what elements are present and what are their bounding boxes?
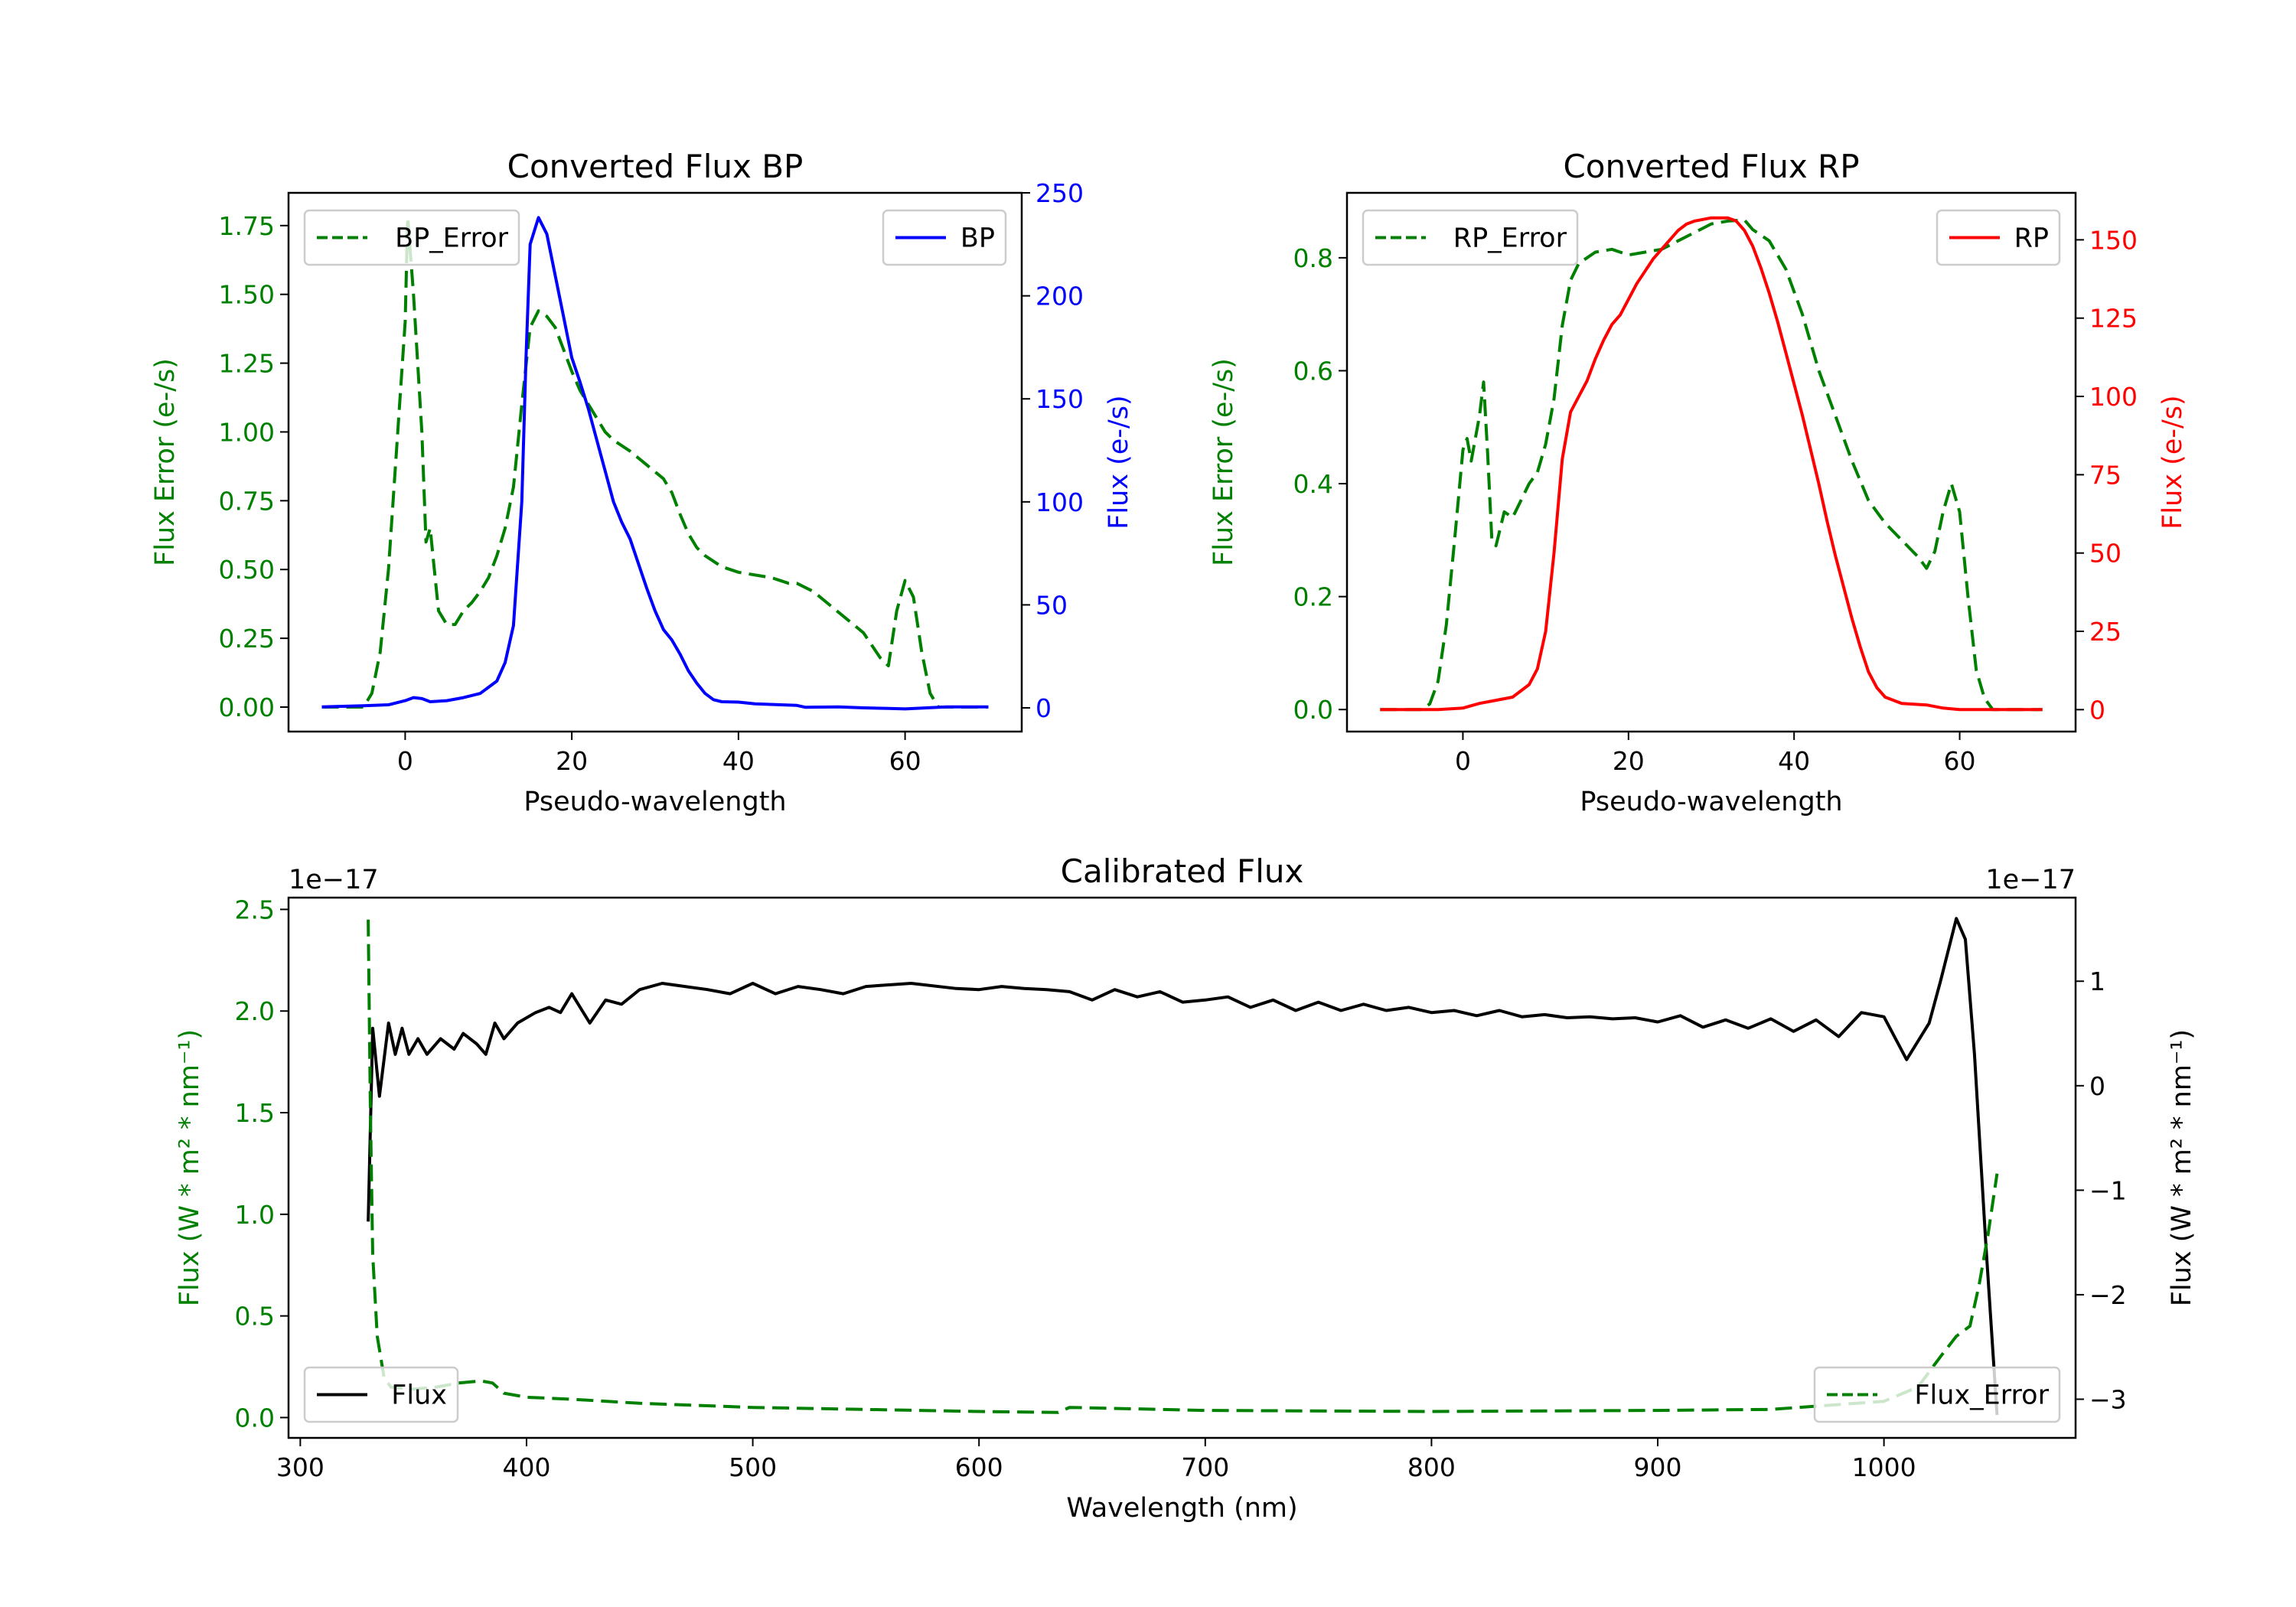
- left-y-axis-label: Flux Error (e-/s): [1208, 358, 1239, 566]
- right-y-tick-label: 0: [2089, 1071, 2105, 1101]
- right-y-tick-label: 75: [2089, 460, 2122, 490]
- x-tick-label: 40: [1778, 746, 1810, 776]
- x-tick-label: 500: [729, 1452, 777, 1482]
- left-y-tick-label: 0.50: [219, 555, 275, 585]
- legend-box: [1362, 209, 1579, 266]
- series-line-bp: [321, 216, 989, 711]
- legend-label: Flux: [391, 1380, 447, 1411]
- left-y-tick-label: 0.5: [235, 1302, 275, 1332]
- x-axis-label: Wavelength (nm): [1066, 1493, 1297, 1524]
- left-y-tick-label: 0.75: [219, 486, 275, 516]
- x-tick-label: 60: [889, 746, 921, 776]
- left-y-tick-label: 0.8: [1293, 243, 1333, 273]
- left-y-tick-label: 1.75: [219, 211, 275, 241]
- legend-box: [303, 1366, 459, 1423]
- x-tick-label: 0: [397, 746, 413, 776]
- x-tick-label: 20: [1613, 746, 1645, 776]
- x-tick-label: 900: [1634, 1452, 1682, 1482]
- right-y-tick-label: 250: [1035, 178, 1084, 208]
- chart-title: Calibrated Flux: [1061, 852, 1304, 890]
- axes-frame: [287, 896, 2077, 1439]
- right-offset-text: 1e−17: [1985, 865, 2076, 895]
- x-tick-label: 60: [1944, 746, 1976, 776]
- x-tick-label: 0: [1455, 746, 1471, 776]
- right-y-tick-label: 150: [2089, 225, 2138, 255]
- x-tick-label: 600: [955, 1452, 1003, 1482]
- left-y-tick-label: 0.0: [235, 1403, 275, 1433]
- legend-label: BP: [960, 223, 995, 254]
- right-y-tick-label: 50: [2089, 539, 2122, 569]
- series-line-rp-error: [1380, 218, 2043, 712]
- left-y-tick-label: 2.0: [235, 996, 275, 1026]
- right-y-tick-label: 200: [1035, 282, 1084, 311]
- left-y-tick-label: 2.5: [235, 895, 275, 924]
- right-y-tick-label: 0: [2089, 695, 2105, 725]
- right-y-tick-label: 100: [1035, 487, 1084, 517]
- left-y-tick-label: 1.0: [235, 1200, 275, 1230]
- legend-rp-error: RP_Error: [1362, 209, 1579, 266]
- axes-frame: [287, 191, 1023, 733]
- left-y-tick-label: 0.6: [1293, 356, 1333, 386]
- series-group: [1380, 216, 2043, 712]
- right-y-tick-label: 150: [1035, 384, 1084, 414]
- series-line-rp: [1380, 216, 2043, 712]
- right-y-tick-label: −1: [2089, 1175, 2127, 1205]
- x-tick-label: 400: [502, 1452, 550, 1482]
- panel-0: 0 20 40 60 0.00 0.25 0.50 0.75 1.00 1.25 1.50 1.75 0…: [150, 148, 1134, 817]
- left-y-tick-label: 1.00: [219, 417, 275, 447]
- series-group: [321, 216, 989, 711]
- legend-label: BP_Error: [395, 223, 509, 254]
- x-tick-label: 20: [556, 746, 588, 776]
- right-y-axis-label: Flux (W * m² * nm⁻¹): [2167, 1029, 2197, 1306]
- panel-2: 300 400 500 600 700 800 900 1000 0.0 0.5 1.0 1.5 2.0…: [174, 852, 2197, 1524]
- right-y-tick-label: 125: [2089, 304, 2138, 334]
- right-y-tick-label: 100: [2089, 382, 2138, 412]
- right-y-tick-label: 1: [2089, 966, 2105, 996]
- axes-frame: [1345, 191, 2077, 733]
- legend-flux: Flux: [303, 1366, 459, 1423]
- legend-label: RP: [2014, 223, 2049, 254]
- left-y-tick-label: 0.25: [219, 624, 275, 654]
- right-y-axis-label: Flux (e-/s): [1104, 395, 1134, 529]
- left-y-tick-label: 0.4: [1293, 469, 1333, 499]
- x-tick-label: 40: [722, 746, 755, 776]
- right-y-tick-label: 0: [1035, 693, 1052, 723]
- legend-label: Flux_Error: [1914, 1380, 2049, 1411]
- legend-flux-error: Flux_Error: [1813, 1366, 2061, 1423]
- chart-title: Converted Flux BP: [507, 148, 804, 185]
- panel-1: 0 20 40 60 0.0 0.2 0.4 0.6 0.8 0 25 50 75 100 125 150 Co…: [1208, 148, 2188, 817]
- x-tick-label: 300: [276, 1452, 325, 1482]
- left-y-axis-label: Flux (W * m² * nm⁻¹): [174, 1029, 205, 1306]
- legend-box: [303, 209, 520, 266]
- right-y-tick-label: 25: [2089, 617, 2122, 647]
- x-tick-label: 700: [1181, 1452, 1229, 1482]
- left-y-tick-label: 0.00: [219, 693, 275, 722]
- legend-bp: BP: [882, 209, 1007, 266]
- legend-bp-error: BP_Error: [303, 209, 520, 266]
- left-y-tick-label: 1.5: [235, 1098, 275, 1128]
- left-y-tick-label: 1.50: [219, 280, 275, 310]
- series-line-flux: [367, 917, 1999, 1416]
- legend-box: [1813, 1366, 2061, 1423]
- left-y-tick-label: 1.25: [219, 349, 275, 379]
- x-axis-label: Pseudo-wavelength: [523, 787, 786, 817]
- legend-rp: RP: [1936, 209, 2061, 266]
- right-y-tick-label: −3: [2089, 1384, 2127, 1414]
- right-y-axis-label: Flux (e-/s): [2157, 395, 2188, 529]
- x-tick-label: 1000: [1852, 1452, 1916, 1482]
- chart-title: Converted Flux RP: [1563, 148, 1859, 185]
- left-y-axis-label: Flux Error (e-/s): [150, 358, 181, 566]
- left-y-tick-label: 0.2: [1293, 582, 1333, 612]
- left-offset-text: 1e−17: [289, 865, 379, 895]
- right-y-tick-label: −2: [2089, 1280, 2127, 1310]
- left-y-tick-label: 0.0: [1293, 695, 1333, 725]
- x-axis-label: Pseudo-wavelength: [1580, 787, 1842, 817]
- legend-label: RP_Error: [1453, 223, 1567, 254]
- series-line-bp-error: [321, 216, 989, 709]
- right-y-tick-label: 50: [1035, 590, 1068, 620]
- x-tick-label: 800: [1407, 1452, 1456, 1482]
